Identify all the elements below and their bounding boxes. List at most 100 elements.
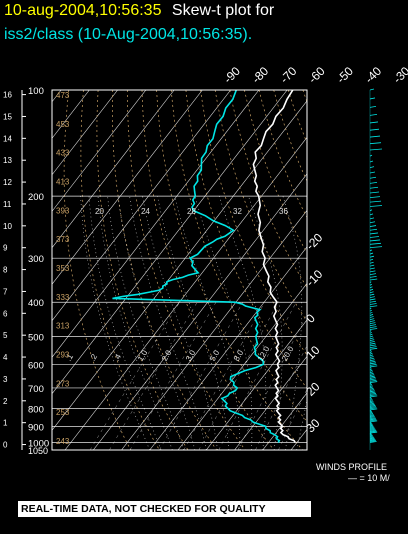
mixing-ratio-line	[218, 302, 297, 450]
isotherm-line	[121, 209, 307, 450]
wind-barb	[369, 270, 376, 273]
wind-barb	[369, 392, 377, 395]
wind-barb	[369, 166, 375, 168]
isotherm-label: -40	[362, 64, 384, 86]
dry-adiabat-line	[318, 90, 408, 450]
wind-barb	[369, 333, 373, 336]
wind-barb	[369, 412, 374, 415]
wind-barb	[369, 176, 377, 179]
dry-adiabat-line	[287, 90, 307, 144]
dry-adiabat-label: 433	[56, 149, 70, 158]
isotherm-label: 30	[303, 416, 323, 436]
wind-barb	[369, 191, 380, 194]
header-line-1: 10-aug-2004,10:56:35 Skew-t plot for	[4, 2, 274, 20]
wind-barb	[369, 354, 374, 357]
mixing-ratio-label: 5.0	[208, 348, 222, 363]
wind-barb	[369, 408, 378, 411]
wind-barb	[369, 113, 378, 116]
wind-barb	[369, 402, 375, 405]
wind-barb	[369, 427, 375, 430]
wind-barb	[369, 246, 383, 249]
wind-barb	[369, 171, 376, 174]
height-tick-label: 12	[3, 178, 12, 187]
mixing-ratio-label: 20.0	[280, 344, 296, 362]
moist-adiabat-line	[248, 196, 283, 450]
wind-barb	[369, 342, 376, 345]
wind-profile-panel	[369, 88, 383, 450]
wind-barb	[369, 430, 377, 433]
wind-barb	[369, 362, 377, 365]
wind-barb	[369, 316, 374, 318]
dry-adiabat-label: 313	[56, 322, 70, 331]
height-tick-label: 1	[3, 419, 8, 428]
quality-notice: REAL-TIME DATA, NOT CHECKED FOR QUALITY	[18, 501, 311, 517]
wind-barb	[369, 128, 380, 131]
wind-barb	[369, 320, 375, 323]
wind-barb	[369, 409, 372, 412]
mixing-ratio-line	[255, 344, 307, 450]
wind-barb	[369, 344, 377, 347]
dry-adiabat-label: 353	[56, 264, 70, 273]
thermo-grid	[52, 90, 408, 450]
wind-panel-title: WINDS PROFILE	[316, 462, 387, 472]
mixing-ratio-line	[129, 302, 217, 450]
wind-barb	[369, 349, 372, 352]
height-tick-label: 11	[3, 200, 12, 209]
wind-barb	[369, 371, 374, 374]
wind-barb	[369, 381, 378, 383]
height-tick-label: 6	[3, 309, 8, 318]
dry-adiabat-line	[80, 90, 160, 450]
moist-adiabat-line	[157, 196, 230, 450]
wind-barb	[369, 288, 374, 291]
dry-adiabat-label: 273	[56, 379, 70, 388]
wind-barb	[369, 356, 374, 358]
pressure-tick-label: 800	[28, 404, 44, 415]
moist-adiabat-label: 20	[95, 207, 104, 216]
wind-barb	[369, 429, 377, 432]
isotherm-label: -50	[334, 64, 356, 86]
wind-barb	[369, 417, 376, 420]
wind-barb	[369, 363, 377, 366]
wind-barb	[369, 390, 375, 393]
wind-barb	[369, 298, 376, 301]
isotherm-line	[52, 90, 260, 358]
dry-adiabat-label: 293	[56, 351, 70, 360]
wind-barb	[369, 148, 383, 151]
wind-barb	[369, 186, 379, 189]
wind-barb	[369, 424, 374, 427]
wind-barb	[369, 181, 378, 184]
wind-barb	[369, 318, 375, 320]
wind-barb	[369, 311, 373, 314]
wind-barb	[369, 200, 382, 203]
wind-barb	[369, 419, 377, 422]
wind-barb	[369, 367, 372, 369]
moist-adiabat-label: 32	[233, 207, 242, 216]
wind-barb	[369, 291, 374, 294]
height-tick-label: 14	[3, 134, 12, 143]
wind-barb	[369, 213, 374, 216]
wind-barb	[369, 422, 372, 425]
wind-barb	[369, 401, 374, 404]
dry-adiabat-line	[302, 90, 307, 104]
height-tick-label: 16	[3, 91, 12, 100]
wind-barb	[369, 375, 375, 378]
wind-barb	[369, 135, 381, 138]
wind-barb	[369, 341, 375, 343]
isotherm-line	[206, 319, 307, 450]
moist-adiabat-line	[142, 196, 218, 450]
wind-barb	[369, 228, 378, 231]
wind-barb	[369, 406, 377, 408]
mixing-ratio-label: .1	[64, 352, 75, 363]
dry-adiabat-line	[126, 90, 246, 450]
wind-barb	[369, 278, 378, 281]
wind-barb	[369, 440, 377, 443]
wind-barb	[369, 369, 373, 372]
wind-barb	[369, 423, 373, 426]
isotherm-line	[64, 136, 307, 450]
wind-barb	[369, 293, 375, 296]
wind-barb	[369, 322, 376, 325]
wind-barb	[369, 252, 374, 255]
wind-barb	[369, 328, 378, 330]
wind-barb	[369, 331, 372, 334]
